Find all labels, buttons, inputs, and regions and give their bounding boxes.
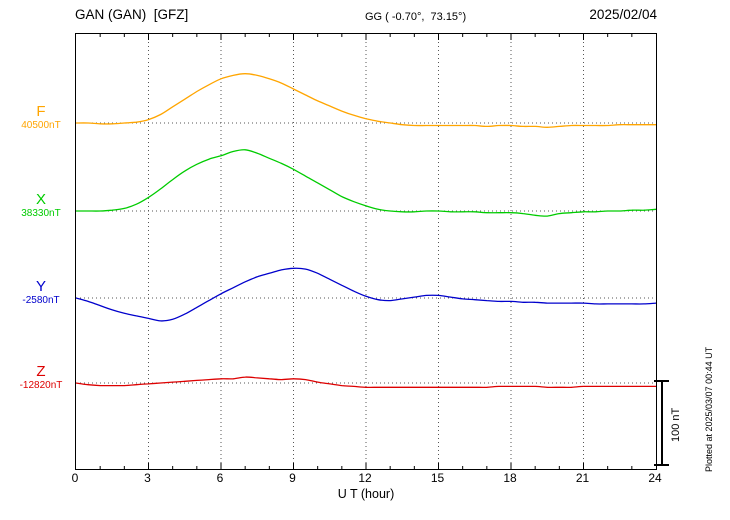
geographic-coordinates: GG ( -0.70°, 73.15°) xyxy=(365,11,467,23)
series-label-Y: Y -2580nT xyxy=(10,279,72,307)
series-label-X: X 38330nT xyxy=(10,192,72,220)
x-tick-label: 6 xyxy=(216,471,224,485)
scale-bar-cap-top xyxy=(654,380,669,382)
series-baseline-X: 38330nT xyxy=(21,208,61,219)
magnetogram-plot xyxy=(76,34,656,469)
series-label-F: F 40500nT xyxy=(10,104,72,132)
series-baseline-F: 40500nT xyxy=(21,120,61,131)
trace-Z xyxy=(76,376,656,388)
series-letter-X: X xyxy=(35,191,46,208)
series-letter-Z: Z xyxy=(36,363,46,380)
trace-Y xyxy=(76,267,656,322)
x-axis-tick-labels: 0 3 6 9 12 15 18 21 24 xyxy=(71,471,662,487)
series-baseline-Z: -12820nT xyxy=(19,380,63,391)
series-letter-Y: Y xyxy=(35,278,46,295)
x-tick-label: 12 xyxy=(358,471,372,485)
series-label-Z: Z -12820nT xyxy=(10,364,72,392)
plot-frame xyxy=(75,33,657,470)
x-axis-title: U T (hour) xyxy=(337,487,395,501)
x-tick-label: 0 xyxy=(71,471,79,485)
station-title: GAN (GAN) [GFZ] xyxy=(75,7,189,22)
x-tick-label: 24 xyxy=(648,471,662,485)
scale-bar-label: 100 nT xyxy=(670,407,682,442)
x-tick-label: 9 xyxy=(289,471,296,485)
trace-F xyxy=(76,73,656,128)
x-tick-label: 3 xyxy=(144,471,151,485)
trace-X xyxy=(76,149,656,217)
series-baseline-Y: -2580nT xyxy=(22,295,60,306)
plotted-at-timestamp: Plotted at 2025/03/07 00:44 UT xyxy=(704,346,714,472)
scale-bar xyxy=(661,380,663,465)
x-tick-label: 18 xyxy=(503,471,517,485)
observation-date: 2025/02/04 xyxy=(589,7,657,22)
series-letter-F: F xyxy=(36,103,46,120)
x-tick-label: 21 xyxy=(575,471,590,485)
scale-bar-cap-bottom xyxy=(654,464,669,466)
x-tick-label: 15 xyxy=(430,471,445,485)
